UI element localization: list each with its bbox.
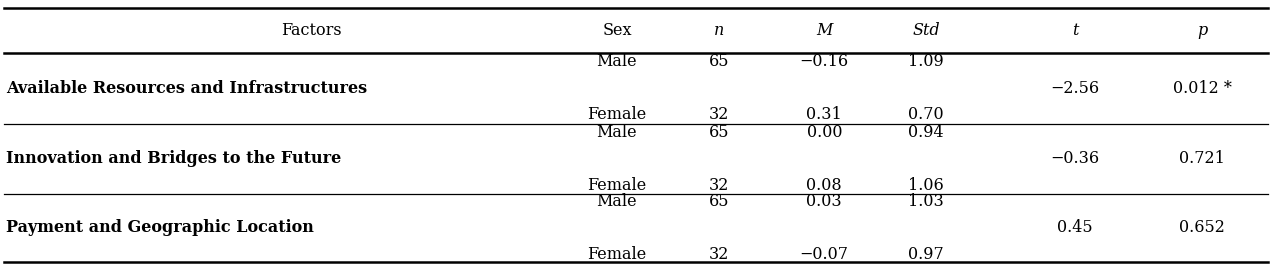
Text: Female: Female — [588, 106, 646, 123]
Text: Innovation and Bridges to the Future: Innovation and Bridges to the Future — [6, 150, 342, 167]
Text: Sex: Sex — [602, 22, 632, 39]
Text: 0.08: 0.08 — [806, 177, 842, 194]
Text: Male: Male — [597, 53, 637, 70]
Text: 0.70: 0.70 — [908, 106, 944, 123]
Text: −0.36: −0.36 — [1051, 150, 1099, 167]
Text: 32: 32 — [709, 106, 729, 123]
Text: 0.45: 0.45 — [1057, 219, 1093, 236]
Text: p: p — [1197, 22, 1207, 39]
Text: −0.07: −0.07 — [800, 246, 848, 263]
Text: 1.06: 1.06 — [908, 177, 944, 194]
Text: 32: 32 — [709, 177, 729, 194]
Text: t: t — [1071, 22, 1079, 39]
Text: Female: Female — [588, 177, 646, 194]
Text: Factors: Factors — [281, 22, 342, 39]
Text: 0.00: 0.00 — [806, 124, 842, 141]
Text: Female: Female — [588, 246, 646, 263]
Text: −0.16: −0.16 — [800, 53, 848, 70]
Text: 1.09: 1.09 — [908, 53, 944, 70]
Text: 65: 65 — [709, 193, 729, 210]
Text: 32: 32 — [709, 246, 729, 263]
Text: −2.56: −2.56 — [1051, 80, 1099, 97]
Text: Std: Std — [912, 22, 940, 39]
Text: M: M — [817, 22, 832, 39]
Text: 1.03: 1.03 — [908, 193, 944, 210]
Text: 0.012 *: 0.012 * — [1173, 80, 1231, 97]
Text: Male: Male — [597, 193, 637, 210]
Text: 0.03: 0.03 — [806, 193, 842, 210]
Text: 65: 65 — [709, 124, 729, 141]
Text: Male: Male — [597, 124, 637, 141]
Text: n: n — [714, 22, 724, 39]
Text: 0.31: 0.31 — [806, 106, 842, 123]
Text: 0.652: 0.652 — [1179, 219, 1225, 236]
Text: 65: 65 — [709, 53, 729, 70]
Text: Available Resources and Infrastructures: Available Resources and Infrastructures — [6, 80, 368, 97]
Text: 0.94: 0.94 — [908, 124, 944, 141]
Text: 0.97: 0.97 — [908, 246, 944, 263]
Text: Payment and Geographic Location: Payment and Geographic Location — [6, 219, 314, 236]
Text: 0.721: 0.721 — [1179, 150, 1225, 167]
